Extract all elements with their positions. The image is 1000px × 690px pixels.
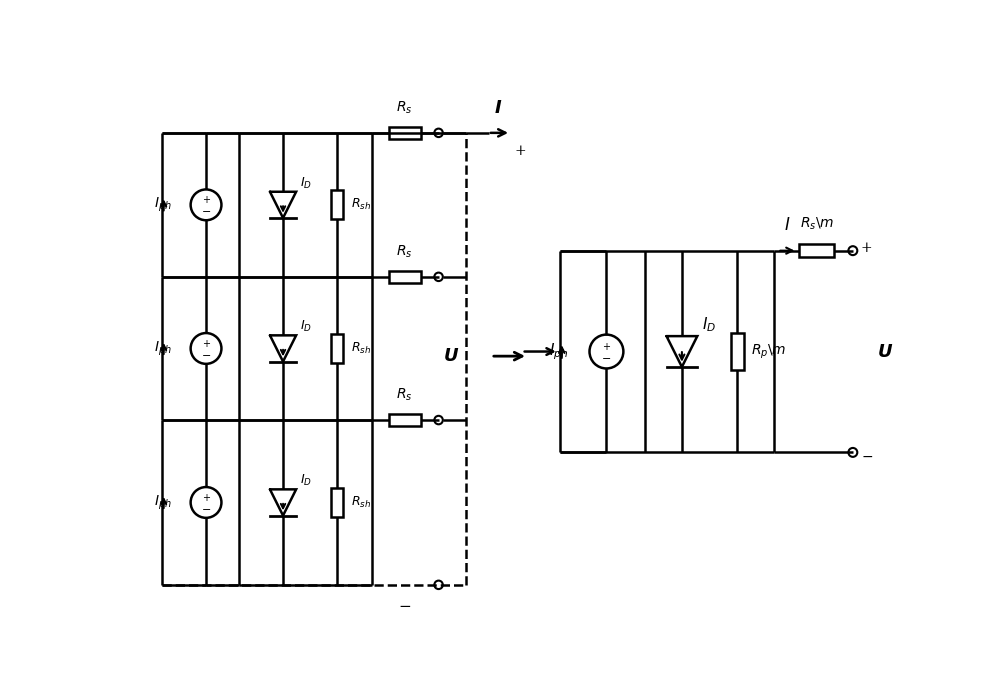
- Text: $-$: $-$: [201, 205, 211, 215]
- Bar: [389, 270, 421, 283]
- Text: $+$: $+$: [602, 341, 611, 352]
- Text: $\bfit{U}$: $\bfit{U}$: [877, 342, 894, 361]
- Text: $-$: $-$: [201, 503, 211, 513]
- Bar: [731, 333, 744, 370]
- Text: $-$: $-$: [398, 598, 411, 612]
- Text: $R_s$: $R_s$: [396, 99, 413, 116]
- Text: $+$: $+$: [202, 195, 211, 206]
- Bar: [331, 190, 343, 219]
- Text: $I_{ph}$: $I_{ph}$: [154, 339, 171, 357]
- Bar: [331, 334, 343, 363]
- Text: $-$: $-$: [601, 352, 612, 362]
- Text: $I_D$: $I_D$: [702, 315, 716, 334]
- Bar: [331, 488, 343, 517]
- Text: $R_s$: $R_s$: [396, 244, 413, 260]
- Text: $I_D$: $I_D$: [300, 176, 312, 191]
- Text: $I_D$: $I_D$: [300, 473, 312, 489]
- Text: $R_s\backslash m$: $R_s\backslash m$: [800, 216, 834, 232]
- Bar: [799, 244, 834, 257]
- Text: $I_{ph}$: $I_{ph}$: [154, 493, 171, 511]
- Text: $R_s$: $R_s$: [396, 386, 413, 403]
- Bar: [389, 414, 421, 426]
- Text: $I$: $I$: [784, 217, 791, 234]
- Text: +: +: [861, 241, 872, 255]
- Text: $\bfit{I}$: $\bfit{I}$: [494, 99, 503, 117]
- Text: $-$: $-$: [201, 349, 211, 359]
- Text: $-$: $-$: [861, 448, 873, 462]
- Text: $I_{ph}$: $I_{ph}$: [154, 196, 171, 214]
- Text: $R_{sh}$: $R_{sh}$: [351, 341, 371, 356]
- Text: $R_{sh}$: $R_{sh}$: [351, 495, 371, 510]
- Text: $I_{ph}$: $I_{ph}$: [549, 342, 568, 362]
- Text: $R_p\backslash m$: $R_p\backslash m$: [751, 342, 786, 361]
- Text: $\bfit{U}$: $\bfit{U}$: [443, 347, 459, 365]
- Text: $+$: $+$: [202, 338, 211, 349]
- Text: $+$: $+$: [202, 492, 211, 503]
- Bar: [389, 127, 421, 139]
- Text: +: +: [514, 144, 526, 157]
- Text: $R_{sh}$: $R_{sh}$: [351, 197, 371, 213]
- Text: $I_D$: $I_D$: [300, 319, 312, 335]
